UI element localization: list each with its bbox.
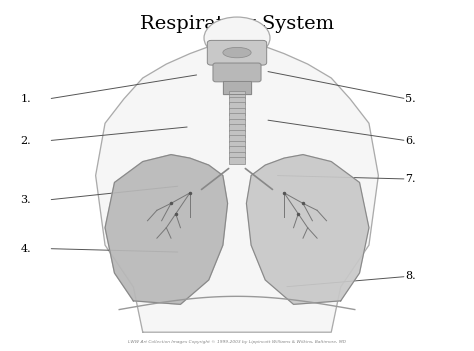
Bar [229, 108, 245, 115]
Text: 2.: 2. [20, 136, 31, 146]
Polygon shape [105, 154, 228, 304]
Bar [229, 113, 245, 120]
Polygon shape [246, 154, 369, 304]
Text: 7.: 7. [406, 174, 416, 184]
Bar [229, 130, 245, 137]
Bar [229, 141, 245, 148]
Text: Respiratory System: Respiratory System [140, 15, 334, 33]
Ellipse shape [223, 47, 251, 58]
Polygon shape [96, 22, 378, 332]
FancyBboxPatch shape [207, 40, 267, 65]
Bar [229, 97, 245, 104]
Bar [229, 146, 245, 153]
Text: 4.: 4. [20, 244, 31, 254]
Bar [229, 119, 245, 126]
Text: 3.: 3. [20, 195, 31, 205]
Bar [229, 124, 245, 131]
Bar [229, 102, 245, 109]
Bar [229, 91, 245, 98]
Bar [229, 157, 245, 164]
Text: LWW Art Collection Images Copyright © 1999-2003 by Lippincott Williams & Wilkins: LWW Art Collection Images Copyright © 19… [128, 340, 346, 344]
Text: 1.: 1. [20, 94, 31, 104]
Polygon shape [223, 81, 251, 94]
Text: 6.: 6. [405, 136, 416, 146]
Ellipse shape [204, 17, 270, 59]
Polygon shape [216, 51, 258, 59]
Text: 5.: 5. [405, 94, 416, 104]
Bar [229, 152, 245, 159]
Bar [229, 135, 245, 142]
FancyBboxPatch shape [213, 63, 261, 82]
Text: 8.: 8. [405, 271, 416, 282]
